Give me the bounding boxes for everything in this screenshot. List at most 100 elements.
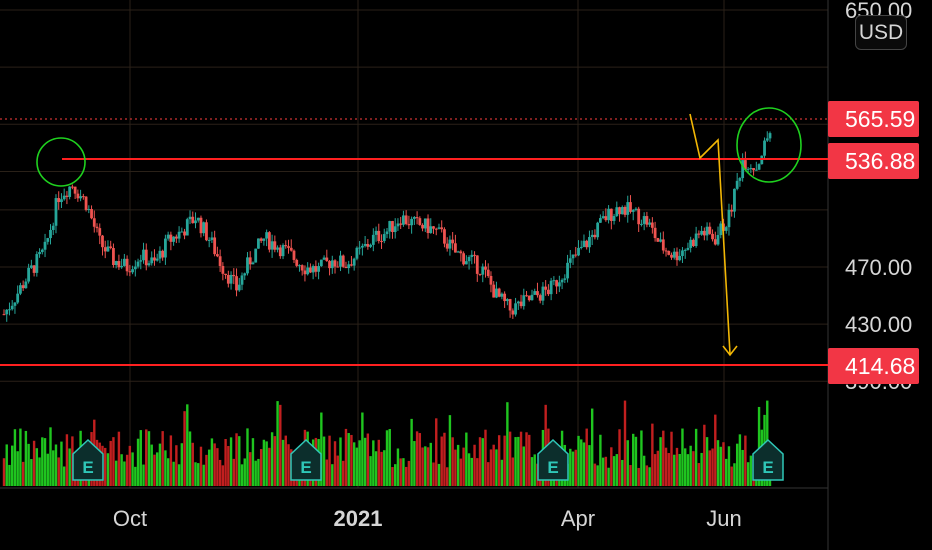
candle	[713, 231, 717, 246]
candle	[385, 227, 389, 239]
candle	[516, 300, 520, 310]
candle	[380, 234, 383, 249]
candle	[640, 219, 643, 227]
candle	[522, 288, 526, 310]
candle	[49, 224, 52, 245]
candle	[336, 261, 340, 268]
earnings-marker[interactable]: E	[752, 438, 784, 481]
candle	[27, 263, 31, 284]
volume-bar	[626, 440, 629, 486]
candle	[738, 176, 742, 187]
candle	[24, 278, 28, 289]
candle	[19, 282, 22, 296]
volume-bar	[134, 466, 137, 486]
candle	[172, 236, 176, 246]
candle	[306, 262, 310, 276]
volume-bar	[158, 443, 162, 486]
candle	[68, 186, 72, 200]
volume-bar	[727, 446, 731, 486]
candle	[462, 251, 465, 266]
candle	[267, 231, 271, 253]
candle	[358, 241, 362, 255]
volume-bar	[216, 448, 219, 486]
candle	[103, 240, 107, 259]
candle	[437, 223, 441, 230]
volume-bar	[610, 447, 613, 486]
volume-bar	[525, 432, 528, 486]
candle	[363, 236, 367, 248]
volume-bar	[445, 467, 449, 486]
volume-bar	[24, 430, 28, 486]
candle	[183, 228, 186, 240]
highlight-circle-left[interactable]	[36, 137, 86, 187]
price-axis[interactable]: 650.00470.00430.00390.00565.59536.88414.…	[828, 0, 919, 394]
candle	[319, 259, 323, 267]
candle	[191, 211, 195, 224]
candle	[98, 223, 102, 245]
candle	[16, 285, 20, 305]
candle	[719, 221, 723, 239]
volume-bar	[114, 460, 118, 486]
price-label[interactable]: 536.88	[828, 143, 919, 179]
projection-path[interactable]	[689, 113, 731, 355]
candle	[763, 137, 766, 160]
volume-bar	[251, 438, 255, 486]
highlight-circle-right[interactable]	[736, 107, 802, 183]
volume-bar	[30, 459, 33, 486]
volume-bar	[262, 439, 266, 486]
candle	[598, 214, 602, 223]
volume-bar	[615, 454, 618, 486]
candle	[273, 235, 277, 253]
candle	[303, 265, 307, 282]
candle	[339, 250, 342, 272]
volume-bar	[186, 404, 189, 486]
volume-bar	[213, 443, 216, 486]
candle	[73, 186, 77, 199]
volume-bar	[678, 453, 681, 486]
price-label[interactable]: 414.68	[828, 348, 919, 384]
time-axis[interactable]: Oct 2021 Apr Jun	[113, 506, 742, 531]
currency-button[interactable]: USD	[855, 15, 907, 50]
candle	[533, 288, 537, 296]
candle	[484, 260, 487, 278]
candle	[404, 210, 408, 226]
candle	[125, 255, 129, 276]
candle	[410, 216, 414, 234]
candle	[637, 206, 641, 233]
candle	[683, 248, 687, 259]
candle	[213, 230, 217, 257]
candle	[607, 205, 610, 224]
candle	[733, 188, 736, 218]
volume-bar	[711, 448, 714, 486]
volume-bar	[5, 444, 8, 486]
candle	[511, 308, 515, 319]
volume-bar	[352, 442, 356, 486]
time-tick-label: Jun	[706, 506, 741, 531]
price-label[interactable]: 565.59	[828, 101, 919, 137]
volume-bar	[443, 432, 446, 486]
candle	[626, 195, 630, 223]
volume-bar	[142, 464, 145, 486]
volume-bar	[588, 445, 591, 486]
earnings-marker[interactable]: E	[72, 438, 104, 481]
candle	[456, 250, 460, 253]
candle	[205, 219, 208, 242]
volume-bar	[640, 430, 643, 486]
candle	[51, 222, 55, 236]
earnings-marker[interactable]: E	[537, 438, 569, 481]
candle	[623, 205, 627, 218]
volume-bar	[166, 458, 170, 486]
volume-bar	[276, 401, 279, 486]
volume-bar	[246, 428, 249, 486]
earnings-marker[interactable]: E	[290, 438, 322, 481]
candle	[246, 252, 249, 276]
volume-bar	[722, 442, 725, 486]
volume-bar	[380, 451, 383, 486]
candle	[415, 211, 419, 225]
candle	[453, 234, 457, 253]
candle	[648, 218, 652, 227]
volume-bar	[145, 429, 148, 486]
volume-bar	[19, 428, 22, 486]
